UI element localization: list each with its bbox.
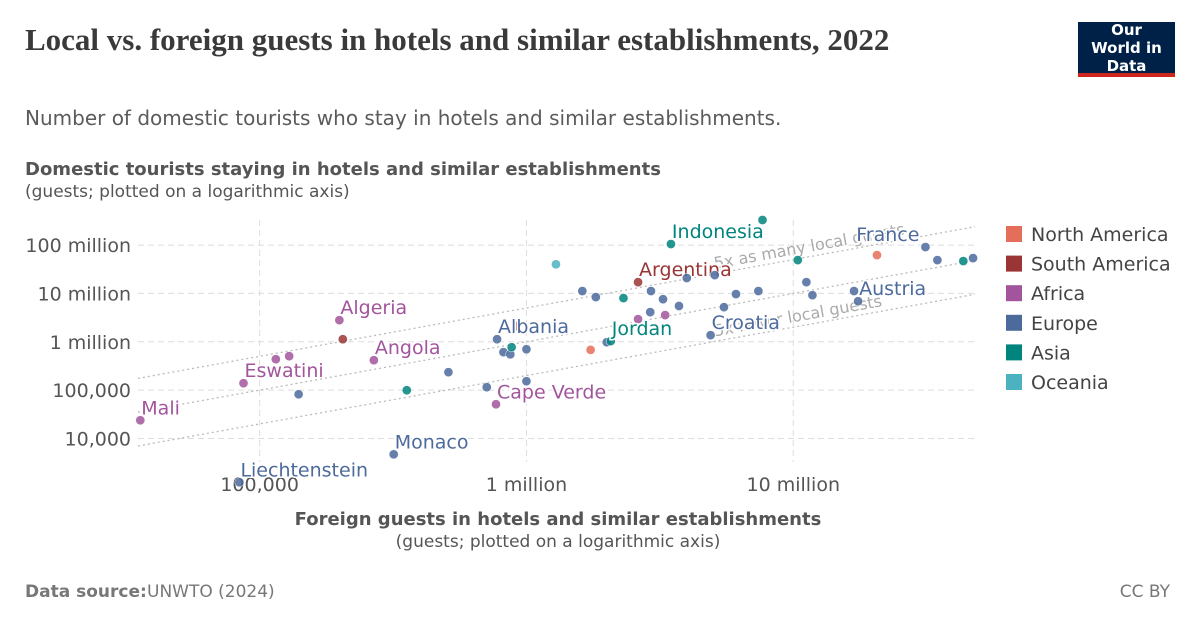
point-label: Monaco: [395, 431, 469, 453]
point: [585, 345, 596, 355]
legend-swatch: [1006, 226, 1022, 242]
point: [792, 255, 803, 265]
x-tick-label: 1 million: [486, 474, 567, 496]
x-axis-label: Foreign guests in hotels and similar est…: [295, 509, 822, 530]
point: [849, 286, 859, 296]
point: [388, 449, 399, 460]
point-label: Croatia: [712, 312, 780, 334]
point: [658, 294, 668, 305]
source: UNWTO (2024): [147, 582, 275, 602]
point-label: Liechtenstein: [240, 459, 368, 481]
point: [645, 307, 656, 317]
legend-swatch: [1006, 285, 1022, 302]
point: [521, 344, 532, 355]
point-label: Cape Verde: [497, 381, 606, 403]
y-tick-label: 100 million: [25, 235, 131, 257]
point-label: Angola: [375, 337, 441, 359]
point: [681, 273, 692, 283]
point: [481, 382, 492, 393]
point: [633, 314, 643, 324]
point: [238, 378, 249, 389]
point: [284, 351, 294, 362]
logo[interactable]: Our World in Data: [1078, 20, 1175, 77]
reference-line: [137, 293, 976, 447]
point: [753, 286, 764, 296]
point: [401, 385, 412, 396]
point: [958, 256, 969, 266]
legend-label: Oceania: [1031, 372, 1109, 394]
chart-title: Local vs. foreign guests in hotels and s…: [25, 22, 890, 57]
point: [337, 334, 348, 345]
chart-subtitle: Number of domestic tourists who stay in …: [25, 106, 782, 130]
y-tick-label: 100,000: [52, 380, 131, 402]
point: [932, 255, 943, 265]
point: [674, 301, 684, 311]
point: [872, 250, 882, 260]
source-label: Data source:: [25, 582, 147, 602]
x-axis-sublabel: (guests; plotted on a logarithmic axis): [396, 532, 721, 552]
point: [293, 389, 304, 400]
legend-swatch: [1006, 374, 1022, 390]
point: [666, 239, 676, 249]
x-tick-label: 10 million: [746, 474, 840, 496]
point: [709, 270, 720, 280]
point: [719, 302, 729, 313]
point-label: Albania: [498, 316, 569, 338]
legend-swatch: [1006, 255, 1022, 272]
logo-text: Our World in Data: [1091, 20, 1162, 75]
point-label: Mali: [141, 397, 180, 419]
point: [605, 336, 616, 347]
point: [920, 242, 931, 252]
y-tick-label: 1 million: [50, 332, 131, 354]
point: [443, 367, 454, 378]
point: [270, 354, 281, 365]
legend-label: North America: [1031, 224, 1169, 246]
legend-label: Asia: [1031, 342, 1071, 364]
legend-label: South America: [1031, 254, 1171, 276]
legend-label: Europe: [1031, 313, 1098, 335]
legend-label: Africa: [1031, 283, 1085, 305]
y-axis-label: Domestic tourists staying in hotels and …: [25, 159, 661, 180]
point-label: Austria: [859, 278, 926, 300]
point: [807, 290, 818, 301]
legend-swatch: [1006, 344, 1022, 361]
point: [757, 215, 768, 225]
point: [334, 315, 345, 326]
reference-line: [137, 259, 976, 413]
y-axis-sublabel: (guests; plotted on a logarithmic axis): [25, 182, 350, 202]
point-label: Indonesia: [672, 221, 764, 243]
point: [506, 342, 517, 353]
point: [660, 310, 670, 320]
point: [968, 253, 978, 263]
point: [853, 296, 863, 307]
point: [234, 477, 245, 488]
point-label: Algeria: [340, 297, 407, 319]
point: [135, 415, 146, 426]
y-tick-label: 10,000: [65, 428, 131, 450]
point: [801, 277, 812, 288]
point: [705, 330, 716, 341]
point: [577, 286, 588, 296]
y-tick-label: 10 million: [37, 283, 131, 305]
point: [492, 334, 502, 345]
point: [491, 399, 501, 410]
point: [551, 259, 561, 270]
point: [521, 376, 532, 387]
reference-line: [137, 226, 976, 380]
point: [633, 277, 643, 288]
point: [731, 289, 741, 299]
point-label: Jordan: [611, 318, 672, 340]
point: [646, 286, 656, 296]
legend-swatch: [1006, 314, 1022, 331]
point: [511, 321, 522, 332]
point: [369, 355, 379, 366]
point: [590, 292, 601, 302]
point: [618, 293, 629, 303]
point-label: Eswatini: [245, 360, 324, 382]
license[interactable]: CC BY: [1120, 582, 1171, 602]
point-label: France: [856, 224, 919, 246]
